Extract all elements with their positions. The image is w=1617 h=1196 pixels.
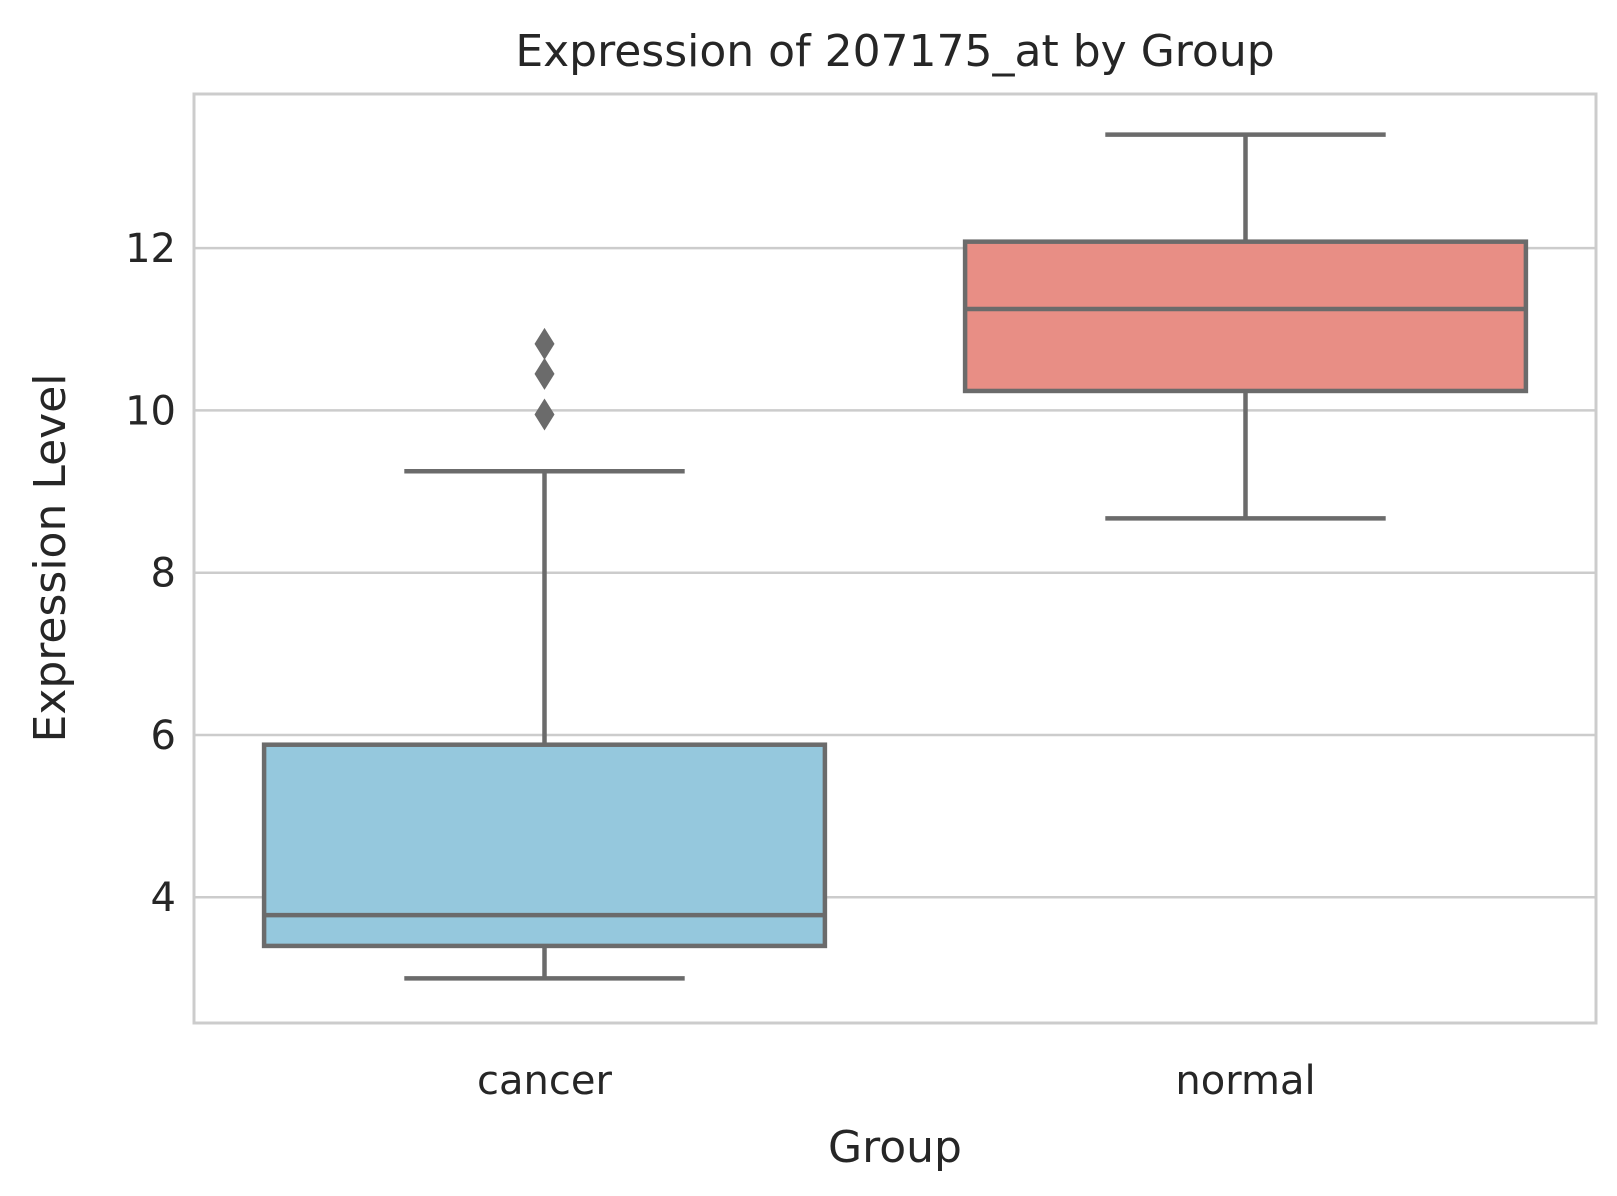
y-axis-label: Expression Level <box>25 374 76 743</box>
y-tick-label-12: 12 <box>125 226 176 272</box>
x-tick-label-cancer: cancer <box>477 1058 612 1104</box>
iqr-box <box>261 742 828 949</box>
x-tick-label-normal: normal <box>1175 1058 1315 1104</box>
plot-frame <box>192 92 1598 1025</box>
y-tick-labels: 4 6 8 10 12 <box>125 226 176 921</box>
iqr-box <box>962 239 1529 394</box>
x-tick-labels: cancer normal <box>477 1058 1316 1104</box>
x-axis-label: Group <box>828 1122 962 1173</box>
y-tick-label-4: 4 <box>151 875 176 921</box>
outlier-point-1 <box>534 357 555 390</box>
box-normal <box>962 132 1529 521</box>
outlier-point-0 <box>534 398 555 431</box>
y-tick-label-6: 6 <box>151 713 176 759</box>
chart-title: Expression of 207175_at by Group <box>515 26 1274 77</box>
outlier-point-2 <box>534 327 555 360</box>
y-gridlines <box>194 246 1596 899</box>
box-cancer <box>261 327 828 981</box>
box-series <box>261 132 1529 981</box>
y-tick-label-8: 8 <box>151 551 176 597</box>
y-tick-label-10: 10 <box>125 388 176 434</box>
